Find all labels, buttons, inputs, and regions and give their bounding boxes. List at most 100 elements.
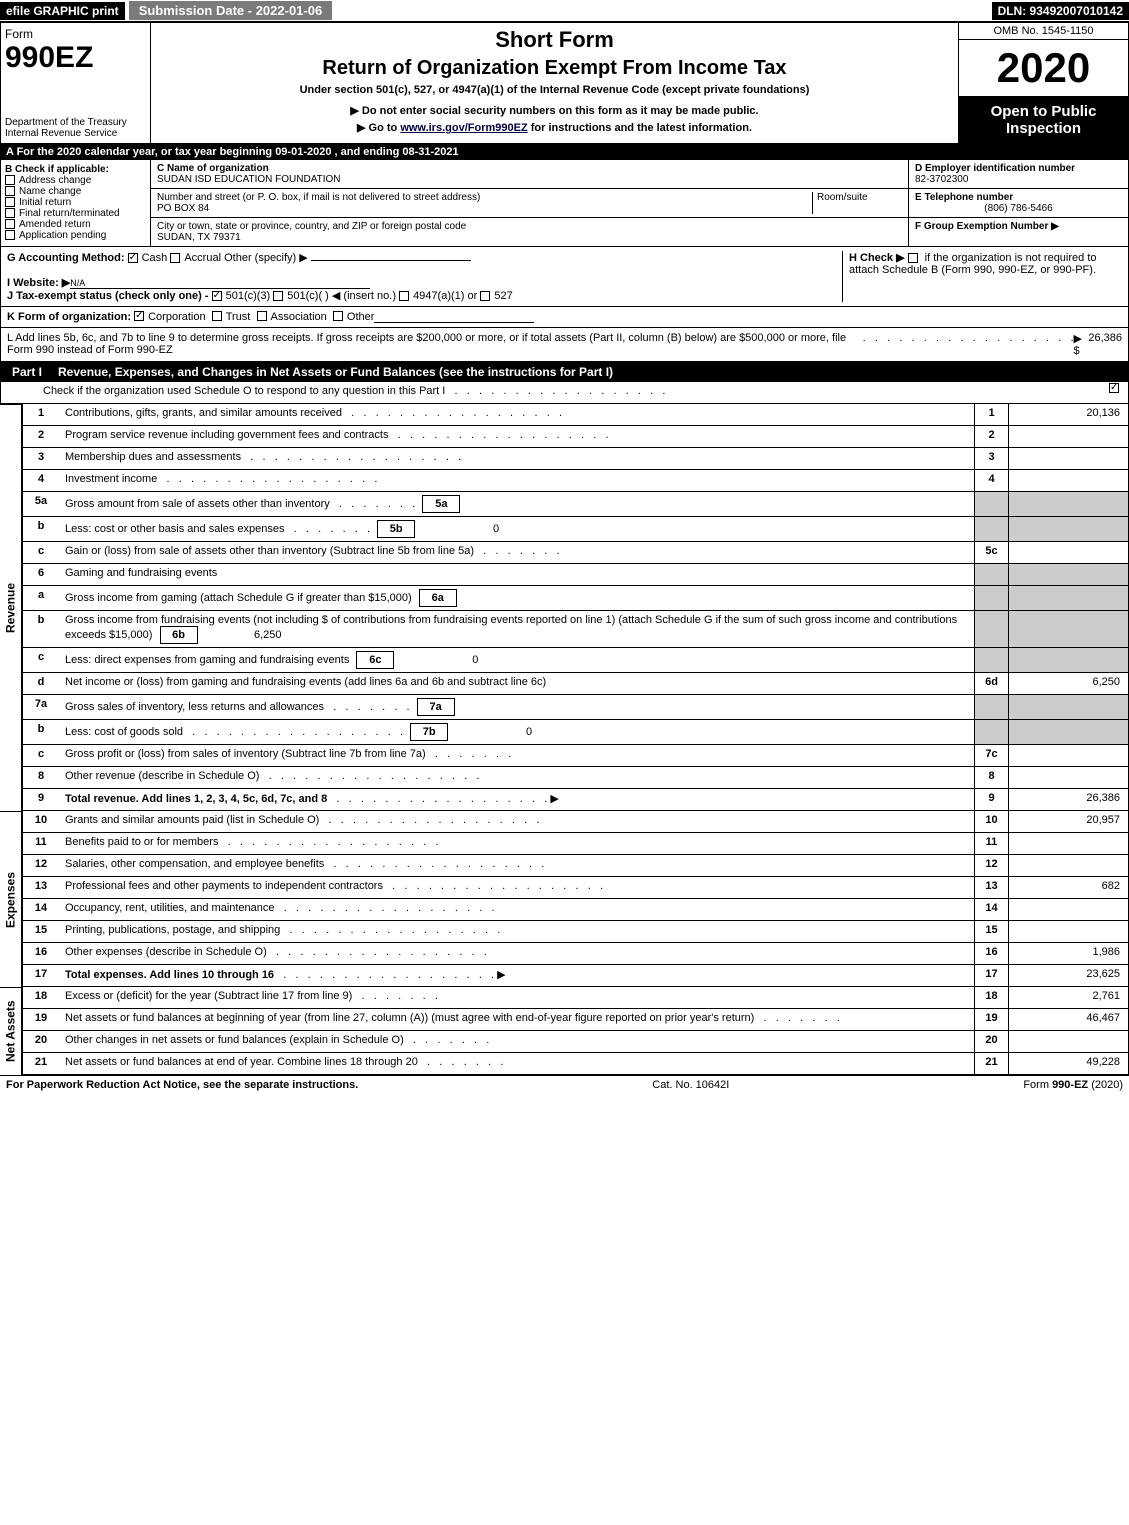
footer-center: Cat. No. 10642I (652, 1079, 729, 1091)
checkbox-527[interactable] (480, 291, 490, 301)
opt-other: Other (specify) ▶ (224, 252, 308, 264)
warning-link: ▶ Go to www.irs.gov/Form990EZ for instru… (155, 121, 954, 134)
checkbox-trust[interactable] (212, 311, 222, 321)
irs-link[interactable]: www.irs.gov/Form990EZ (400, 122, 527, 134)
ln6b-text: Gross income from fundraising events (no… (65, 614, 957, 641)
ln5c-box: 5c (974, 542, 1008, 563)
part1-label: Part I (6, 365, 48, 379)
ln6b-iv: 6,250 (202, 629, 282, 641)
ln14-num: 14 (23, 899, 59, 920)
checkbox-other-org[interactable] (333, 311, 343, 321)
ln7c-text: Gross profit or (loss) from sales of inv… (65, 748, 426, 760)
checkbox-initial-return[interactable] (5, 197, 15, 207)
ln18-text: Excess or (deficit) for the year (Subtra… (65, 990, 352, 1002)
checkbox-501c3[interactable] (212, 291, 222, 301)
checkbox-4947[interactable] (399, 291, 409, 301)
ln9-arrow: ▶ (550, 793, 558, 805)
checkbox-final-return[interactable] (5, 208, 15, 218)
checkbox-address-change[interactable] (5, 175, 15, 185)
header-left: Form 990EZ Department of the Treasury In… (1, 23, 151, 143)
netassets-side-label: Net Assets (0, 987, 22, 1075)
ln12-box: 12 (974, 855, 1008, 876)
opt-address-change: Address change (19, 175, 91, 186)
ln10-num: 10 (23, 811, 59, 832)
footer: For Paperwork Reduction Act Notice, see … (0, 1075, 1129, 1094)
ln1-val: 20,136 (1008, 404, 1128, 425)
label-e: E Telephone number (915, 192, 1013, 203)
ln2-text: Program service revenue including govern… (65, 429, 388, 441)
ln6b-box (974, 611, 1008, 647)
ln6c-val (1008, 648, 1128, 672)
ln13-val: 682 (1008, 877, 1128, 898)
ln5c-text: Gain or (loss) from sale of assets other… (65, 545, 474, 557)
ln7c-val (1008, 745, 1128, 766)
ln5b-text: Less: cost or other basis and sales expe… (65, 523, 285, 535)
label-c: C Name of organization (157, 163, 269, 174)
checkbox-name-change[interactable] (5, 186, 15, 196)
efile-print-label[interactable]: efile GRAPHIC print (0, 2, 125, 20)
street-value: PO BOX 84 (157, 203, 209, 214)
checkbox-501c[interactable] (273, 291, 283, 301)
expenses-section: Expenses 10Grants and similar amounts pa… (0, 811, 1129, 987)
ln6a-text: Gross income from gaming (attach Schedul… (65, 592, 412, 604)
checkbox-application-pending[interactable] (5, 230, 15, 240)
part1-sub-row: Check if the organization used Schedule … (0, 382, 1129, 404)
checkbox-amended-return[interactable] (5, 219, 15, 229)
ln2-val (1008, 426, 1128, 447)
ln5b-num: b (23, 517, 59, 541)
ln7a-ib: 7a (417, 698, 455, 716)
ln6d-val: 6,250 (1008, 673, 1128, 694)
ln6a-box (974, 586, 1008, 610)
ln5b-iv: 0 (419, 523, 499, 535)
ln6d-box: 6d (974, 673, 1008, 694)
checkbox-accrual[interactable] (170, 253, 180, 263)
opt-527: 527 (494, 290, 512, 302)
ln6a-num: a (23, 586, 59, 610)
revenue-side-label: Revenue (0, 404, 22, 811)
ln21-num: 21 (23, 1053, 59, 1074)
label-j: J Tax-exempt status (check only one) - (7, 290, 209, 302)
opt-other-org: Other (347, 311, 375, 323)
ln10-text: Grants and similar amounts paid (list in… (65, 814, 319, 826)
ln13-num: 13 (23, 877, 59, 898)
checkbox-association[interactable] (257, 311, 267, 321)
label-i: I Website: ▶ (7, 277, 70, 289)
label-g: G Accounting Method: (7, 252, 125, 264)
ln17-arrow: ▶ (497, 969, 505, 981)
opt-assoc: Association (271, 311, 327, 323)
ln18-num: 18 (23, 987, 59, 1008)
ln6a-val (1008, 586, 1128, 610)
ln8-box: 8 (974, 767, 1008, 788)
ln12-val (1008, 855, 1128, 876)
checkbox-cash[interactable] (128, 253, 138, 263)
form-word: Form (5, 27, 33, 41)
ln6c-text: Less: direct expenses from gaming and fu… (65, 654, 349, 666)
checkbox-corporation[interactable] (134, 311, 144, 321)
ln20-text: Other changes in net assets or fund bala… (65, 1034, 404, 1046)
ln17-val: 23,625 (1008, 965, 1128, 986)
label-h: H Check ▶ (849, 252, 905, 264)
ln13-box: 13 (974, 877, 1008, 898)
row-l: L Add lines 5b, 6c, and 7b to line 9 to … (0, 328, 1129, 362)
opt-corp: Corporation (148, 311, 205, 323)
ln7a-box (974, 695, 1008, 719)
ln15-val (1008, 921, 1128, 942)
ln6c-num: c (23, 648, 59, 672)
part1-header: Part I Revenue, Expenses, and Changes in… (0, 362, 1129, 382)
value-l: 26,386 (1088, 332, 1122, 357)
checkbox-h[interactable] (908, 253, 918, 263)
ln7a-val (1008, 695, 1128, 719)
form-header: Form 990EZ Department of the Treasury In… (0, 22, 1129, 144)
submission-date: Submission Date - 2022-01-06 (129, 1, 333, 20)
checkbox-schedule-o[interactable] (1109, 383, 1119, 393)
header-center: Short Form Return of Organization Exempt… (151, 23, 958, 143)
opt-name-change: Name change (19, 186, 81, 197)
part1-title: Revenue, Expenses, and Changes in Net As… (58, 365, 613, 379)
box-c: C Name of organization SUDAN ISD EDUCATI… (151, 160, 908, 246)
ln4-text: Investment income (65, 473, 157, 485)
label-k: K Form of organization: (7, 311, 131, 323)
header-right: OMB No. 1545-1150 2020 Open to Public In… (958, 23, 1128, 143)
box-b: B Check if applicable: Address change Na… (1, 160, 151, 246)
ln5a-ib: 5a (422, 495, 460, 513)
ln21-text: Net assets or fund balances at end of ye… (65, 1056, 418, 1068)
